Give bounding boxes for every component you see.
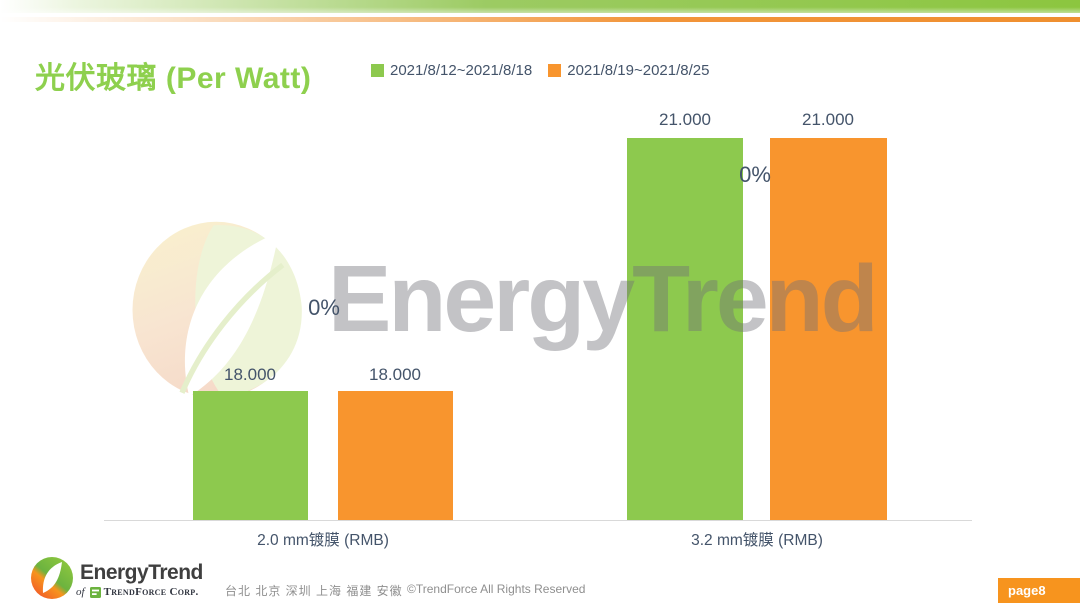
category-label-3.2mm: 3.2 mm镀膜 (RMB) [691,532,823,549]
value-label-3.2mm-period1: 21.000 [659,110,711,129]
change-label-3.2mm: 0% [739,162,771,187]
footer-copyright: ©TrendForce All Rights Reserved [407,582,586,596]
page-title: 光伏玻璃 (Per Watt) [35,62,312,95]
top-green-gradient-band [0,0,1080,13]
energytrend-logo-icon [31,557,73,599]
legend-item-period1: 2021/8/12~2021/8/18 [371,62,532,79]
footer-brand-name: EnergyTrend [80,561,203,584]
bar-2.0mm-period2 [338,391,453,520]
chart-legend: 2021/8/12~2021/8/18 2021/8/19~2021/8/25 [371,62,709,79]
value-label-2.0mm-period1: 18.000 [224,365,276,384]
change-label-2.0mm: 0% [308,295,340,320]
bar-2.0mm-period1 [193,391,308,520]
leaf-circle-watermark-icon [132,221,302,399]
trendforce-logo-icon [89,586,101,598]
legend-swatch-orange-icon [548,64,562,77]
page-number-badge: page8 [998,578,1080,603]
footer-brand-of: of [76,586,85,598]
x-axis-baseline [104,520,972,521]
footer-brand-subline: of TrendForce Corp. [76,586,199,598]
legend-label-period1: 2021/8/12~2021/8/18 [390,62,533,79]
footer-locations: 台北 北京 深圳 上海 福建 安徽 [225,584,403,598]
legend-swatch-green-icon [371,64,384,77]
bar-3.2mm-period2 [770,138,887,520]
value-label-2.0mm-period2: 18.000 [369,365,421,384]
category-label-2.0mm: 2.0 mm镀膜 (RMB) [257,532,389,549]
footer-brand-company: TrendForce Corp. [103,586,199,598]
value-label-3.2mm-period2: 21.000 [802,110,854,129]
legend-item-period2: 2021/8/19~2021/8/25 [548,62,709,79]
bar-3.2mm-period1 [627,138,743,520]
top-orange-stripe [0,17,1080,22]
legend-label-period2: 2021/8/19~2021/8/25 [567,62,710,79]
